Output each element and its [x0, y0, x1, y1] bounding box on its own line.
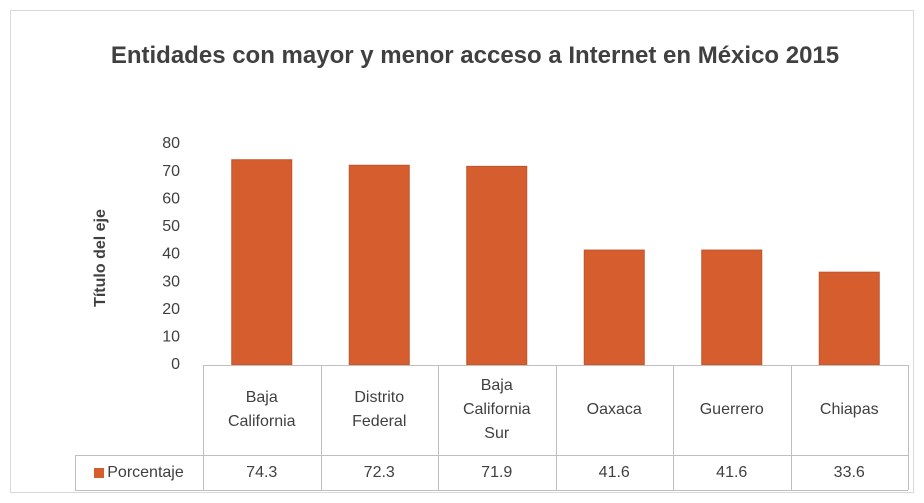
table-value-cell: 74.3	[203, 455, 321, 490]
x-tick-label: Baja California Sur	[462, 377, 531, 442]
legend-label-cell: Porcentaje	[75, 455, 203, 490]
table-value: 72.3	[363, 463, 395, 481]
y-tick-label: 60	[162, 190, 180, 207]
x-tick-label: Baja California	[227, 389, 296, 430]
x-tick-label: Guerrero	[699, 401, 764, 418]
x-tick-label-box: Baja California Sur	[438, 365, 556, 455]
table-value-box: 71.9	[438, 455, 556, 490]
legend-label: Porcentaje	[107, 463, 184, 481]
x-tick-label-box: Baja California	[203, 365, 321, 455]
table-value: 74.3	[246, 463, 278, 481]
table-value-box: 72.3	[321, 455, 439, 490]
table-value: 33.6	[833, 463, 865, 481]
x-tick-label: Oaxaca	[586, 401, 642, 418]
x-tick-label-box: Distrito Federal	[321, 365, 439, 455]
x-tick-label: Distrito Federal	[352, 389, 407, 430]
y-tick-label: 20	[162, 301, 180, 318]
x-tick-label-cell: Baja California Sur	[438, 365, 556, 455]
x-tick-label-box: Guerrero	[673, 365, 791, 455]
y-tick-label: 30	[162, 273, 180, 290]
y-tick-label: 40	[162, 246, 180, 263]
y-axis-title: Título del eje	[92, 209, 109, 307]
bar	[583, 249, 645, 366]
bar	[701, 249, 763, 366]
table-value-box: 33.6	[791, 455, 909, 490]
table-value-box: 74.3	[203, 455, 321, 490]
x-tick-label-box: Oaxaca	[556, 365, 674, 455]
chart-title: Entidades con mayor y menor acceso a Int…	[110, 42, 840, 69]
bar	[231, 159, 293, 366]
y-tick-label: 10	[162, 329, 180, 346]
table-value: 41.6	[598, 463, 630, 481]
x-tick-label-cell: Distrito Federal	[321, 365, 439, 455]
table-value: 41.6	[716, 463, 748, 481]
x-tick-label-cell: Chiapas	[791, 365, 909, 455]
table-value-cell: 71.9	[438, 455, 556, 490]
y-tick-label: 70	[162, 163, 180, 180]
table-value-cell: 41.6	[673, 455, 791, 490]
bar	[466, 165, 528, 366]
table-value-box: 41.6	[556, 455, 674, 490]
table-value-cell: 72.3	[321, 455, 439, 490]
x-tick-label: Chiapas	[819, 401, 879, 418]
chart-border	[10, 10, 914, 493]
x-tick-label-cell: Guerrero	[673, 365, 791, 455]
table-value-cell: 41.6	[556, 455, 674, 490]
y-tick-label: 0	[171, 356, 180, 373]
x-tick-label-box: Chiapas	[791, 365, 909, 455]
x-tick-label-cell: Oaxaca	[556, 365, 674, 455]
bar	[348, 164, 410, 366]
x-tick-label-cell: Baja California	[203, 365, 321, 455]
table-value-cell: 33.6	[791, 455, 909, 490]
legend-key	[94, 467, 105, 478]
y-tick-label: 50	[162, 218, 180, 235]
y-tick-label: 80	[162, 135, 180, 152]
legend-label-box: Porcentaje	[75, 455, 203, 490]
bar	[818, 271, 880, 366]
table-value: 71.9	[481, 463, 513, 481]
table-value-box: 41.6	[673, 455, 791, 490]
title-box: Entidades con mayor y menor acceso a Int…	[110, 42, 840, 69]
